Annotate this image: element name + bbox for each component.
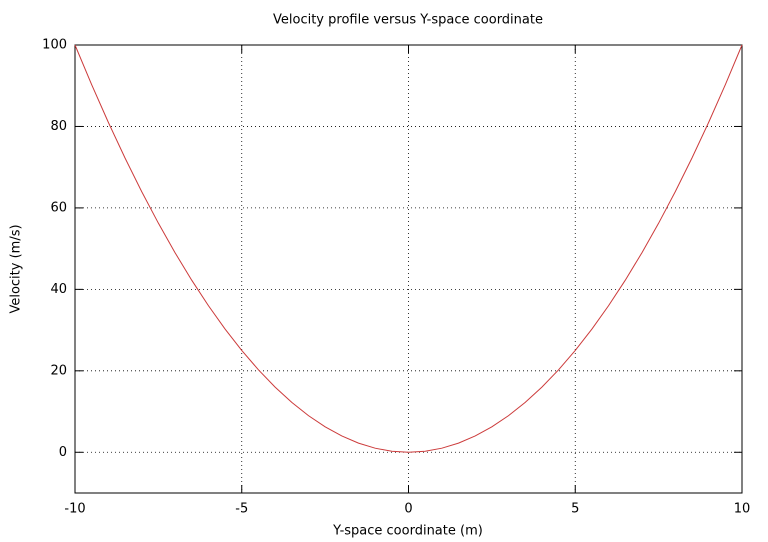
x-axis-label: Y-space coordinate (m) xyxy=(332,524,483,539)
chart-title: Velocity profile versus Y-space coordina… xyxy=(273,13,543,28)
x-tick-label: 0 xyxy=(404,502,412,517)
y-axis-label: Velocity (m/s) xyxy=(9,224,24,313)
y-tick-label: 60 xyxy=(50,200,67,215)
x-tick-label: 10 xyxy=(734,502,751,517)
x-tick-label: 5 xyxy=(571,502,579,517)
y-tick-label: 40 xyxy=(50,282,67,297)
y-tick-label: 80 xyxy=(50,119,67,134)
y-tick-label: 100 xyxy=(42,38,67,53)
data-line xyxy=(74,44,743,453)
x-tick-label: -10 xyxy=(64,502,85,517)
y-tick-label: 20 xyxy=(50,363,67,378)
x-tick-label: -5 xyxy=(235,502,248,517)
y-tick-label: 0 xyxy=(59,445,67,460)
